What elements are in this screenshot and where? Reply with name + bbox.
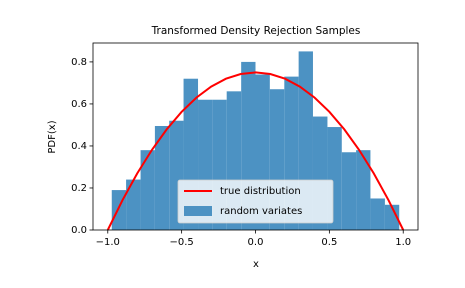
- histogram-bar: [140, 150, 155, 230]
- y-tick-label: 0.8: [71, 57, 87, 68]
- chart-title: Transformed Density Rejection Samples: [151, 25, 361, 37]
- y-axis-label: PDF(x): [47, 120, 58, 153]
- x-tick-label: 0.5: [321, 237, 337, 248]
- histogram-bar: [356, 150, 371, 230]
- histogram-bar: [126, 179, 141, 230]
- y-tick-label: 0.6: [71, 99, 87, 110]
- y-tick-label: 0.0: [71, 225, 87, 236]
- histogram-bar: [370, 198, 385, 230]
- x-tick-label: −0.5: [169, 237, 193, 248]
- x-tick-label: 1.0: [395, 237, 411, 248]
- line: [106, 71, 405, 231]
- legend-label: random variates: [220, 206, 302, 217]
- y-tick-label: 0.2: [71, 183, 87, 194]
- histogram-bar: [384, 204, 400, 230]
- x-tick-label: −1.0: [96, 237, 120, 248]
- x-axis-label: x: [253, 259, 259, 270]
- legend-box: [177, 179, 334, 224]
- x-tick-label: 0.0: [248, 237, 264, 248]
- legend-label: true distribution: [220, 186, 301, 197]
- histogram-bar: [341, 152, 357, 230]
- histogram-bar: [154, 125, 170, 230]
- y-tick-label: 0.4: [71, 141, 87, 152]
- legend-swatch: [184, 206, 212, 216]
